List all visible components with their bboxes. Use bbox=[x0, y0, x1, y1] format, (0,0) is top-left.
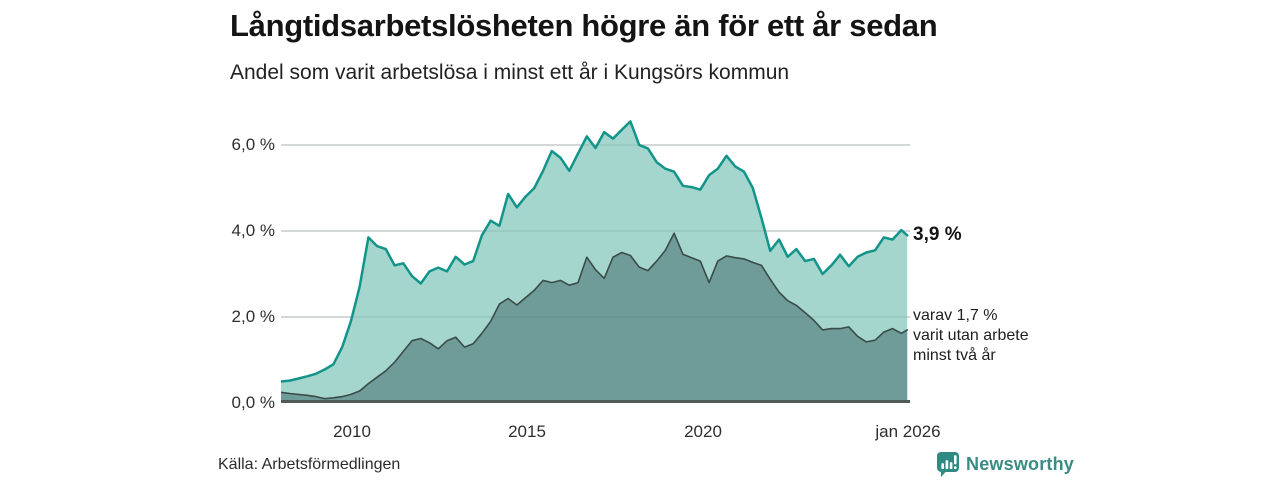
x-axis-label-2020: 2020 bbox=[684, 422, 722, 441]
latest-value-label: 3,9 % bbox=[913, 224, 962, 245]
breakdown-line-3: minst två år bbox=[913, 347, 996, 364]
breakdown-line-1: varav 1,7 % bbox=[913, 307, 998, 324]
x-axis-label-2010: 2010 bbox=[333, 422, 371, 441]
y-axis-label-6: 6,0 % bbox=[231, 135, 275, 154]
y-axis-label-2: 2,0 % bbox=[231, 307, 275, 326]
newsworthy-logo-icon bbox=[937, 451, 959, 477]
series-area-2 bbox=[281, 233, 908, 403]
series-line-2 bbox=[281, 232, 909, 400]
source-note: Källa: Arbetsförmedlingen bbox=[218, 456, 401, 473]
y-axis-label-4: 4,0 % bbox=[231, 221, 275, 240]
breakdown-line-2: varit utan arbete bbox=[913, 327, 1029, 344]
newsworthy-logo: Newsworthy bbox=[936, 451, 1074, 477]
x-axis-label-2015: 2015 bbox=[508, 422, 546, 441]
y-axis-label-0: 0,0 % bbox=[231, 393, 275, 412]
breakdown-annotation: varav 1,7 % varit utan arbete minst två … bbox=[913, 306, 1029, 366]
page-subtitle: Andel som varit arbetslösa i minst ett å… bbox=[230, 61, 790, 84]
page-title: Långtidsarbetslösheten högre än för ett … bbox=[230, 8, 938, 43]
newsworthy-wordmark: Newsworthy bbox=[966, 453, 1075, 474]
x-axis-label-jan-2026: jan 2026 bbox=[875, 422, 941, 441]
unemployment-area-chart bbox=[281, 120, 910, 404]
series-line-1 bbox=[281, 120, 909, 383]
